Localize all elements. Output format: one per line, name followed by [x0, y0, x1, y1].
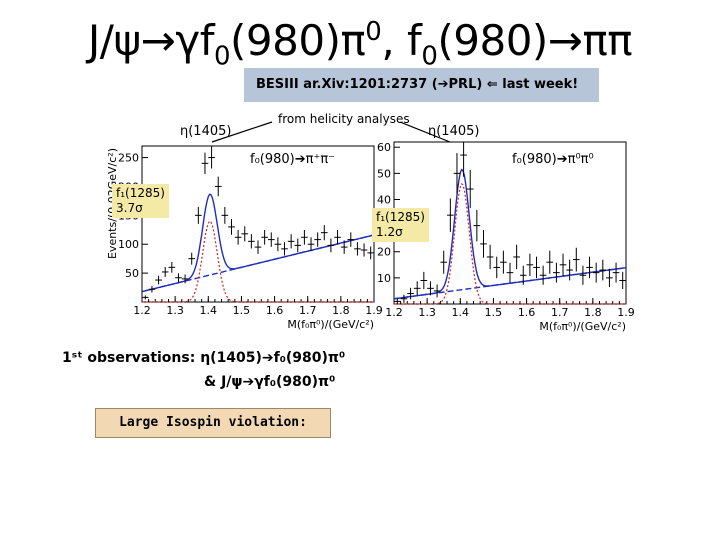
right-significance: 1.2σ	[376, 225, 403, 239]
slide-title: J/ψ→γf0(980)π0, f0(980)→ππ	[87, 16, 633, 72]
observations: 1ˢᵗ observations: η(1405)➔f₀(980)π⁰ & J/…	[62, 346, 345, 394]
fit-signal-curve	[142, 220, 374, 303]
left-channel-label: f₀(980)➔π⁺π⁻	[250, 152, 336, 167]
y-tick-label: 50	[125, 267, 139, 280]
helicity-note: from helicity analyses	[278, 112, 410, 126]
helicity-arrow-right	[399, 121, 451, 143]
x-tick-label: 1.8	[584, 306, 602, 319]
x-tick-label: 1.2	[133, 304, 151, 317]
fit-signal-curve	[394, 182, 626, 305]
isospin-note: Large Isospin violation:	[119, 415, 307, 430]
x-axis-label: M(f₀π⁰)/(GeV/c²)	[287, 318, 374, 331]
fit-total-curve	[393, 168, 627, 300]
y-tick-label: 50	[377, 167, 391, 180]
x-tick-label: 1.6	[266, 304, 284, 317]
x-tick-label: 1.9	[365, 304, 383, 317]
x-tick-label: 1.3	[418, 306, 436, 319]
plot-frame	[141, 145, 375, 303]
right-eta-label: η(1405)	[428, 124, 480, 139]
x-tick-label: 1.6	[518, 306, 536, 319]
left-significance: 3.7σ	[116, 201, 143, 215]
y-tick-label: 100	[118, 238, 139, 251]
right-channel-label: f₀(980)➔π⁰π⁰	[512, 152, 594, 167]
x-tick-label: 1.5	[233, 304, 251, 317]
observation-line-2: & J/ψ➔γf₀(980)π⁰	[204, 374, 336, 390]
helicity-arrow-left	[211, 121, 273, 143]
observation-line-1: 1ˢᵗ observations: η(1405)➔f₀(980)π⁰	[62, 350, 346, 366]
x-tick-label: 1.7	[299, 304, 317, 317]
y-tick-label: 250	[118, 152, 139, 165]
reference-box: BESIII ar.Xiv:1201:2737 (➔PRL) ⇐ last we…	[244, 68, 599, 102]
x-tick-label: 1.5	[485, 306, 503, 319]
x-axis-label: M(f₀π⁰)/(GeV/c²)	[539, 320, 626, 333]
x-tick-label: 1.8	[332, 304, 350, 317]
x-tick-label: 1.9	[617, 306, 635, 319]
y-tick-label: 60	[377, 141, 391, 154]
left-f1-label: f₁(1285)	[116, 186, 165, 200]
right-f1-label-box: f₁(1285) 1.2σ	[372, 208, 429, 242]
x-tick-label: 1.7	[551, 306, 569, 319]
isospin-note-box: Large Isospin violation:	[95, 408, 331, 438]
fit-total-curve	[141, 193, 375, 293]
right-f1-label: f₁(1285)	[376, 210, 425, 224]
x-tick-label: 1.4	[452, 306, 470, 319]
reference-text: BESIII ar.Xiv:1201:2737 (➔PRL) ⇐ last we…	[256, 77, 579, 92]
x-tick-label: 1.3	[166, 304, 184, 317]
x-tick-label: 1.4	[200, 304, 218, 317]
y-tick-label: 10	[377, 272, 391, 285]
left-f1-label-box: f₁(1285) 3.7σ	[112, 184, 169, 218]
y-tick-label: 20	[377, 246, 391, 259]
left-plot: 1.21.31.41.51.61.71.81.950100150200250M(…	[106, 145, 383, 331]
x-tick-label: 1.2	[385, 306, 403, 319]
y-tick-label: 40	[377, 193, 391, 206]
left-eta-label: η(1405)	[180, 124, 232, 139]
